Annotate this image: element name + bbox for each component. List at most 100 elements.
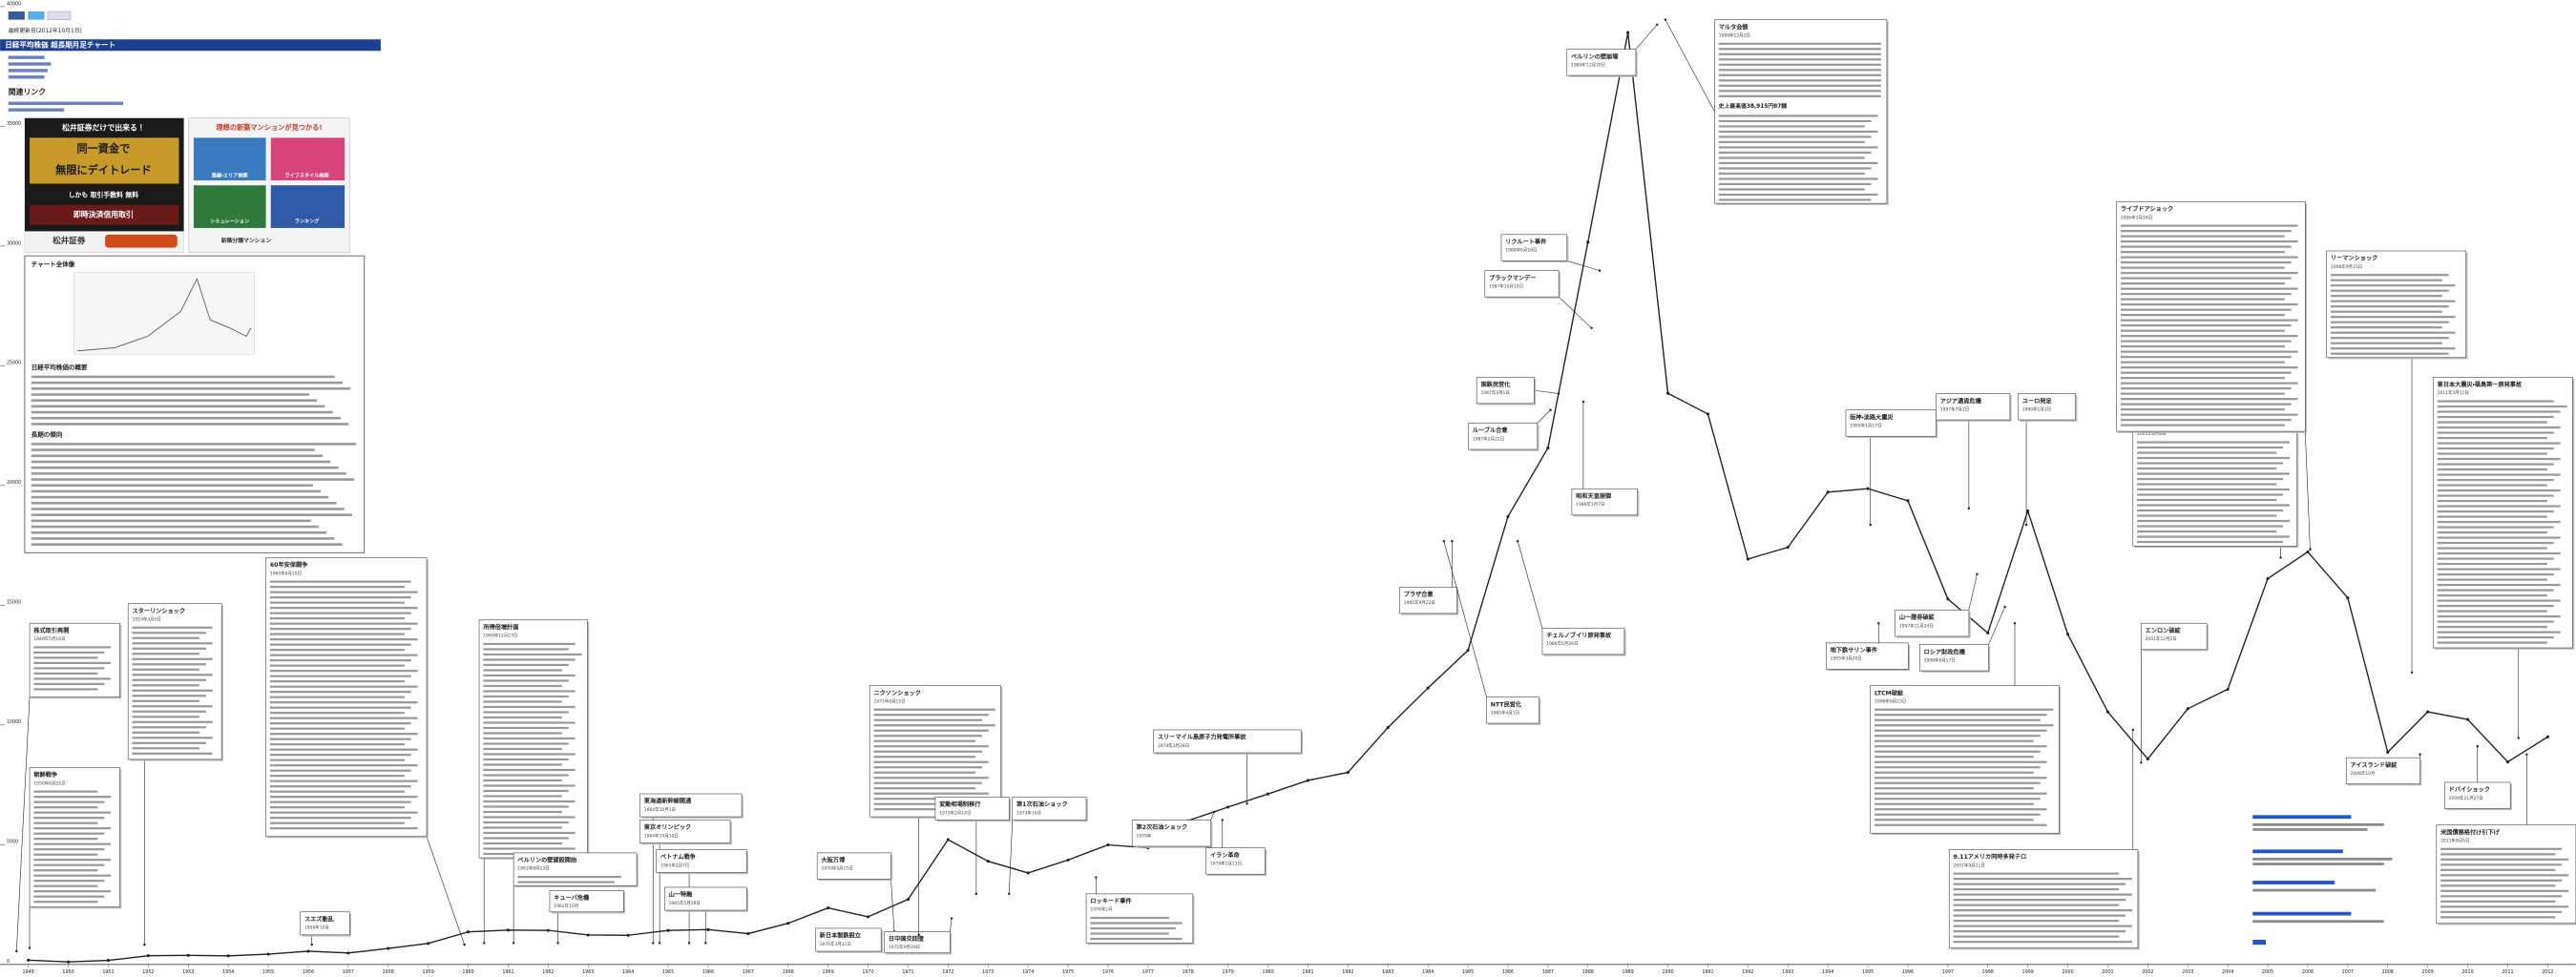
x-tick-label: 1963 [582,969,594,975]
text-placeholder [2252,822,2384,826]
x-tick-label: 2012 [2542,969,2553,975]
event-date: 1979年3月28日 [1158,742,1189,749]
link-placeholder[interactable] [2252,881,2335,884]
event-date: 1965年5月28日 [669,900,701,906]
link-placeholder[interactable] [8,62,52,66]
x-tick-label: 1953 [182,969,194,975]
text-placeholder [483,768,576,772]
text-placeholder [132,741,206,744]
header-bar [0,39,381,52]
leader-line [1566,260,1601,271]
link-placeholder[interactable] [2252,815,2352,820]
text-placeholder [2437,599,2561,602]
text-placeholder [1874,739,2034,742]
text-placeholder [483,663,569,667]
text-placeholder [2437,484,2547,487]
text-placeholder [2120,282,2285,285]
text-placeholder [1718,94,1881,97]
price-point [2505,760,2510,764]
share-button[interactable] [8,11,25,20]
ad-mansion[interactable] [188,117,350,254]
event-title: ベルリンの壁崩壊 [1571,52,1619,60]
text-placeholder [2330,310,2442,313]
text-placeholder [2437,505,2561,508]
text-placeholder [483,784,576,787]
text-placeholder [1718,135,1872,138]
event-date: 1961年8月13日 [517,865,549,872]
text-placeholder [1953,883,2126,885]
leader-dot [2476,744,2479,748]
text-placeholder [2120,387,2292,390]
text-placeholder [1718,79,1881,82]
y-tick-label: 0 [7,959,10,965]
event-title: ルーブル合意 [1473,426,1508,434]
text-placeholder [132,684,199,687]
box [1919,644,1989,672]
event-title: リクルート事件 [1505,239,1546,246]
text-placeholder [2120,398,2298,401]
text-placeholder [269,691,411,694]
price-point [506,928,510,932]
text-placeholder [873,714,989,717]
event-title: スターリンショック [132,607,185,614]
link-placeholder[interactable] [8,55,45,59]
event-title: 地下鉄サリン事件 [1831,647,1877,655]
text-placeholder [1874,808,2047,811]
leader-dot [2024,523,2028,527]
text-placeholder [2437,421,2547,424]
event-date: 1970年3月15日 [821,865,852,872]
text-placeholder [132,653,199,655]
text-placeholder [2437,551,2561,555]
ad-button[interactable] [105,234,178,248]
share-button[interactable] [28,11,45,20]
text-placeholder [2252,858,2393,861]
event-title: 日中国交回復 [889,935,925,943]
leader-dot [2517,737,2520,739]
ad-text: ライフスタイル検索 [284,171,328,178]
link-placeholder[interactable] [2252,911,2352,916]
link-placeholder[interactable] [8,69,48,73]
leader-dot [1664,18,1667,21]
share-button[interactable] [47,10,72,20]
x-tick-label: 2009 [2422,969,2434,975]
text-placeholder [269,680,405,683]
link-placeholder[interactable] [8,101,124,106]
text-placeholder [31,530,327,534]
text-placeholder [483,732,562,735]
x-tick-label: 1987 [1542,969,1554,975]
link-placeholder[interactable] [8,75,45,79]
ad-tile [193,185,266,228]
link-placeholder[interactable] [2252,939,2267,946]
text-placeholder [31,405,325,408]
text-placeholder [2437,536,2561,539]
text-placeholder [31,381,344,385]
text-placeholder [132,668,199,671]
x-tick-label: 1960 [462,969,473,975]
ad-tile [270,137,346,181]
text-placeholder [2330,295,2442,298]
leader-line [1988,606,2005,645]
text-placeholder [2440,863,2563,866]
leader-dot [512,942,515,945]
link-placeholder[interactable] [8,108,65,112]
text-placeholder [2120,224,2298,227]
price-point [1026,871,1030,875]
event-date: 1988年6月18日 [1505,247,1537,254]
box [2018,393,2076,421]
event-title: プラザ合意 [1404,591,1435,598]
x-tick-label: 1973 [982,969,994,975]
text-placeholder [2330,289,2449,292]
box [1571,488,1638,516]
leader-dot [2131,728,2134,732]
link-placeholder[interactable] [2252,849,2343,854]
price-point [226,954,230,958]
text-placeholder [2437,400,2554,403]
ad-matsui[interactable] [24,117,184,253]
text-placeholder [132,642,213,645]
text-placeholder [873,787,976,790]
text-placeholder [1090,922,1183,925]
